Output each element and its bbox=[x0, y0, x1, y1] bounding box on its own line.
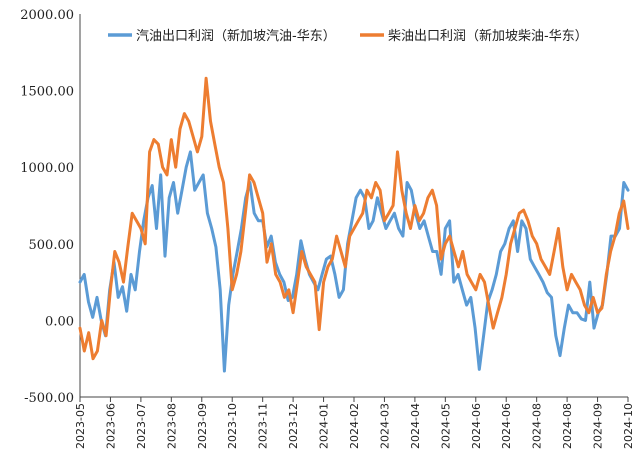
series-line-diesel bbox=[78, 76, 630, 361]
x-tick-label: 2024-01 bbox=[318, 403, 331, 449]
series-group bbox=[78, 76, 630, 373]
x-tick-label: 2023-07 bbox=[135, 403, 148, 449]
y-tick-label: -500.00 bbox=[24, 391, 74, 406]
x-tick-label: 2024-04 bbox=[409, 403, 422, 449]
y-tick-label: 0.00 bbox=[45, 314, 74, 329]
x-tick-label: 2023-06 bbox=[104, 403, 117, 449]
x-tick-label: 2023-05 bbox=[74, 403, 87, 449]
legend-diesel-label: 柴油出口利润（新加坡柴油-华东） bbox=[388, 28, 588, 44]
legend: 汽油出口利润（新加坡汽油-华东） 柴油出口利润（新加坡柴油-华东） bbox=[108, 28, 588, 44]
x-tick-label: 2023-12 bbox=[287, 403, 300, 449]
x-tick-label: 2023-11 bbox=[257, 403, 270, 449]
x-tick-label: 2023-09 bbox=[196, 403, 209, 449]
x-tick-label: 2023-10 bbox=[226, 403, 239, 449]
x-tick-label: 2024-02 bbox=[348, 403, 361, 449]
y-tick-labels: 2000.00 1500.00 1000.00 500.00 0.00 -500.00 bbox=[20, 8, 74, 406]
legend-gasoline-label: 汽油出口利润（新加坡汽油-华东） bbox=[136, 28, 336, 44]
x-tick-label: 2024-08 bbox=[531, 403, 544, 449]
x-tick-label: 2024-09 bbox=[592, 403, 605, 449]
y-axis: 2000.00 1500.00 1000.00 500.00 0.00 -500.00 bbox=[20, 8, 81, 406]
y-tick-label: 1000.00 bbox=[20, 161, 74, 176]
x-tick-label: 2024-05 bbox=[439, 403, 452, 449]
series-line-gasoline bbox=[78, 150, 630, 373]
x-tick-label: 2024-06 bbox=[500, 403, 513, 449]
x-tick-label: 2024-06 bbox=[470, 403, 483, 449]
y-tick-label: 2000.00 bbox=[20, 8, 74, 23]
x-tick-label: 2024-08 bbox=[561, 403, 574, 449]
x-tick-marks bbox=[79, 397, 629, 402]
y-tick-label: 1500.00 bbox=[20, 85, 74, 100]
x-tick-labels: 2023-05 2023-06 2023-07 2023-08 2023-09 2023-… bbox=[74, 403, 635, 449]
x-tick-label: 2024-03 bbox=[378, 403, 391, 449]
y-tick-label: 500.00 bbox=[29, 238, 75, 253]
x-tick-label: 2024-10 bbox=[622, 403, 635, 449]
x-axis: 2023-05 2023-06 2023-07 2023-08 2023-09 2023-… bbox=[74, 396, 635, 449]
x-tick-label: 2023-08 bbox=[165, 403, 178, 449]
